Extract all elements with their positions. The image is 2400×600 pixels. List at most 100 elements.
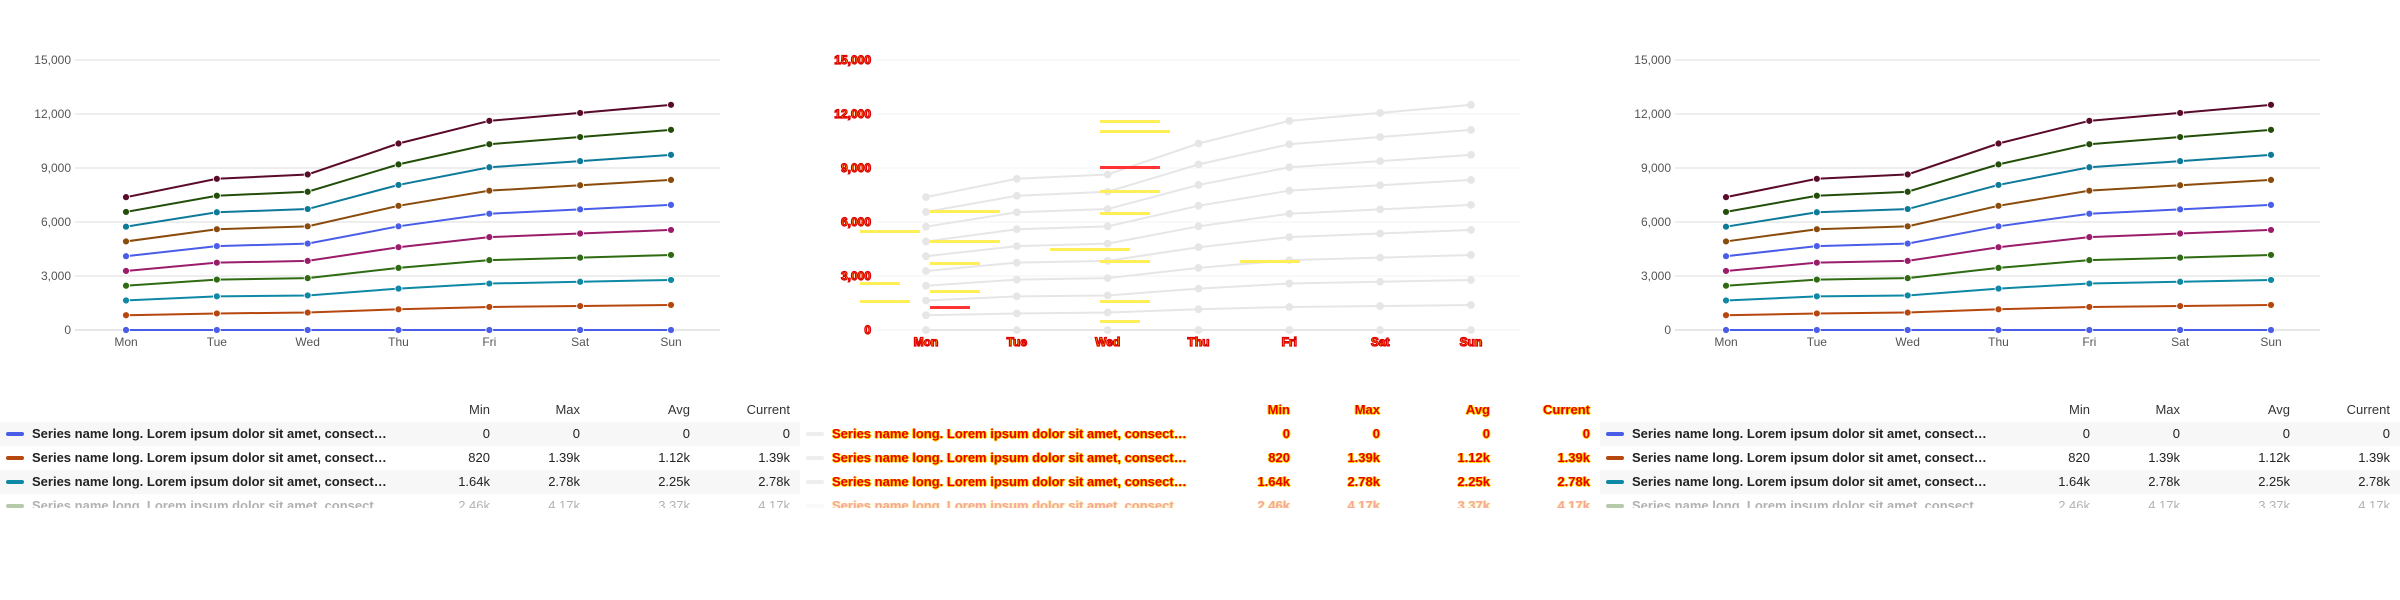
legend-column-header[interactable]: Min (1267, 402, 1290, 417)
legend-row[interactable]: Series name long. Lorem ipsum dolor sit … (800, 422, 1600, 446)
legend-column-header[interactable]: Max (2155, 402, 2180, 417)
data-point[interactable] (2085, 186, 2094, 195)
data-point[interactable] (122, 267, 130, 275)
data-point[interactable] (1376, 253, 1385, 262)
data-point[interactable] (2085, 256, 2094, 265)
legend-column-header[interactable]: Current (2346, 402, 2390, 417)
data-point[interactable] (1722, 237, 1730, 246)
data-point[interactable] (922, 208, 930, 216)
data-point[interactable] (485, 303, 494, 311)
legend-column-header[interactable]: Max (1354, 402, 1380, 417)
data-point[interactable] (2176, 181, 2185, 190)
data-point[interactable] (1903, 239, 1912, 248)
data-point[interactable] (2267, 150, 2275, 159)
data-point[interactable] (1376, 302, 1385, 310)
data-point[interactable] (303, 308, 312, 317)
data-point[interactable] (2176, 277, 2185, 286)
legend-column-header[interactable]: Min (469, 402, 490, 417)
legend-row[interactable]: Series name long. Lorem ipsum dolor sit … (1600, 470, 2400, 494)
data-point[interactable] (576, 326, 585, 334)
data-point[interactable] (122, 252, 130, 261)
legend-column-header[interactable]: Avg (2267, 402, 2290, 417)
data-point[interactable] (394, 160, 403, 169)
data-point[interactable] (667, 150, 675, 159)
data-point[interactable] (1194, 139, 1203, 148)
data-point[interactable] (1994, 160, 2003, 169)
data-point[interactable] (1012, 309, 1021, 318)
data-point[interactable] (2085, 209, 2094, 218)
legend-row[interactable]: Series name long. Lorem ipsum dolor sit … (0, 470, 800, 494)
data-point[interactable] (1012, 174, 1021, 183)
data-point[interactable] (1812, 309, 1821, 318)
data-point[interactable] (2176, 157, 2185, 166)
legend-row[interactable]: Series name long. Lorem ipsum dolor sit … (0, 494, 800, 508)
data-point[interactable] (1012, 326, 1021, 334)
legend-row[interactable]: Series name long. Lorem ipsum dolor sit … (0, 422, 800, 446)
data-point[interactable] (1994, 222, 2003, 231)
data-point[interactable] (303, 291, 312, 300)
data-point[interactable] (1903, 222, 1912, 231)
data-point[interactable] (1467, 301, 1475, 309)
data-point[interactable] (667, 326, 675, 334)
data-point[interactable] (1467, 125, 1475, 134)
data-point[interactable] (922, 326, 930, 334)
data-point[interactable] (2267, 100, 2275, 109)
data-point[interactable] (1376, 205, 1385, 214)
data-point[interactable] (485, 209, 494, 218)
legend-row[interactable]: Series name long. Lorem ipsum dolor sit … (0, 446, 800, 470)
data-point[interactable] (1812, 242, 1821, 251)
data-point[interactable] (2267, 251, 2275, 259)
data-point[interactable] (922, 296, 930, 305)
data-point[interactable] (1012, 292, 1021, 301)
data-point[interactable] (485, 326, 494, 334)
data-point[interactable] (1903, 326, 1912, 334)
data-point[interactable] (1812, 208, 1821, 217)
data-point[interactable] (1376, 326, 1385, 334)
data-point[interactable] (212, 292, 221, 301)
legend-column-header[interactable]: Current (1543, 402, 1590, 417)
data-point[interactable] (212, 225, 221, 234)
data-point[interactable] (1722, 311, 1730, 320)
data-point[interactable] (2085, 303, 2094, 311)
data-point[interactable] (1285, 163, 1294, 172)
data-point[interactable] (576, 133, 585, 141)
data-point[interactable] (1285, 209, 1294, 218)
data-point[interactable] (485, 256, 494, 265)
data-point[interactable] (122, 208, 130, 216)
data-point[interactable] (576, 181, 585, 190)
data-point[interactable] (1285, 303, 1294, 311)
data-point[interactable] (1994, 284, 2003, 293)
data-point[interactable] (922, 222, 930, 231)
data-point[interactable] (303, 205, 312, 213)
data-point[interactable] (1194, 305, 1203, 314)
data-point[interactable] (1903, 187, 1912, 196)
data-point[interactable] (1722, 208, 1730, 216)
data-point[interactable] (1194, 284, 1203, 293)
data-point[interactable] (1722, 281, 1730, 290)
data-point[interactable] (1376, 133, 1385, 141)
data-point[interactable] (576, 205, 585, 214)
data-point[interactable] (1285, 233, 1294, 242)
legend-column-header[interactable]: Avg (1465, 402, 1490, 417)
data-point[interactable] (394, 222, 403, 231)
data-point[interactable] (1103, 170, 1112, 179)
data-point[interactable] (2176, 302, 2185, 310)
data-point[interactable] (1285, 326, 1294, 334)
data-point[interactable] (485, 279, 494, 288)
data-point[interactable] (1812, 225, 1821, 234)
data-point[interactable] (122, 237, 130, 246)
data-point[interactable] (667, 276, 675, 284)
data-point[interactable] (303, 256, 312, 265)
data-point[interactable] (1994, 305, 2003, 314)
data-point[interactable] (394, 181, 403, 189)
data-point[interactable] (1376, 181, 1385, 190)
data-point[interactable] (1812, 275, 1821, 284)
data-point[interactable] (122, 326, 130, 334)
data-point[interactable] (303, 274, 312, 283)
data-point[interactable] (576, 277, 585, 286)
data-point[interactable] (212, 309, 221, 318)
legend-column-header[interactable]: Avg (667, 402, 690, 417)
data-point[interactable] (1467, 150, 1475, 159)
data-point[interactable] (1722, 193, 1730, 202)
data-point[interactable] (212, 275, 221, 284)
